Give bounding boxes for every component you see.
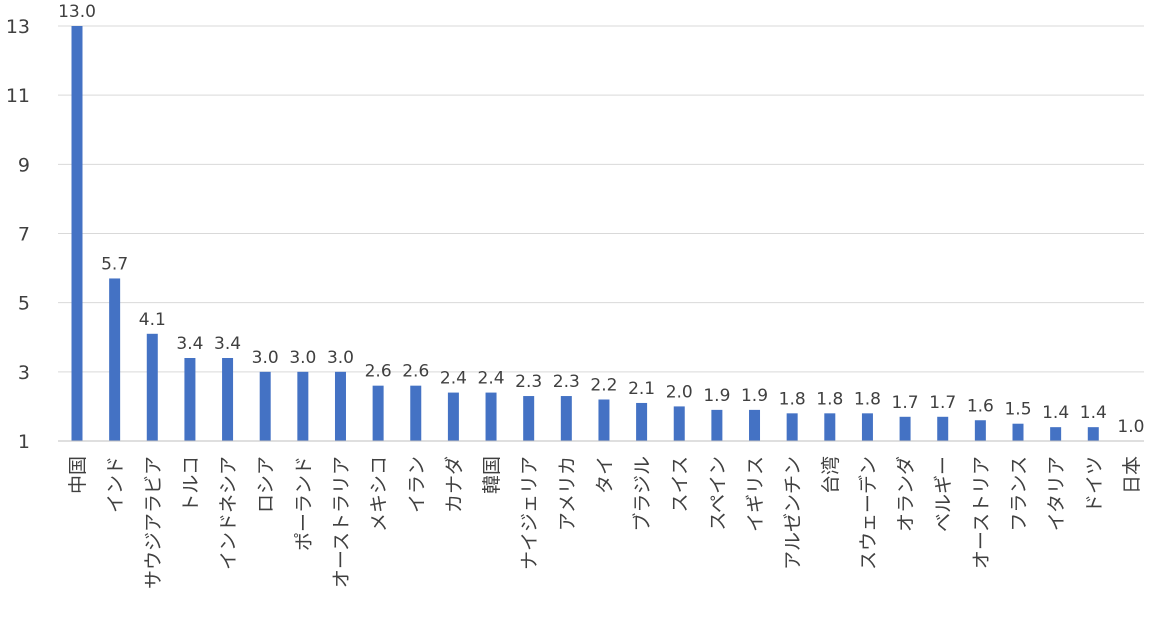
bar [523,396,535,441]
x-tick-label: アメリカ [556,456,578,531]
bar [485,392,497,441]
bar [560,396,572,441]
data-label: 3.0 [289,348,316,368]
bar [334,371,346,441]
bar [297,371,309,441]
x-tick-label: オーストリア [970,456,992,569]
data-label: 1.8 [854,389,881,409]
bar [824,413,836,441]
data-label: 1.4 [1080,403,1107,423]
y-tick-label: 3 [18,362,30,384]
x-tick-label: カナダ [443,456,465,513]
bar [673,406,685,441]
data-label: 2.6 [402,362,429,382]
data-label: 4.1 [139,310,166,330]
x-tick-label: ドイツ [1083,456,1105,513]
bar [937,416,949,441]
x-tick-label: スイス [669,456,691,512]
bar [222,358,234,441]
bar [749,409,761,441]
x-tick-label: イギリス [745,456,767,532]
data-label: 1.6 [967,396,994,416]
bar [109,278,121,441]
data-label: 2.1 [628,379,655,399]
bar [1087,427,1099,441]
x-tick-label: イラン [406,456,428,513]
x-tick-label: ロシア [255,456,277,513]
x-tick-label: ブラジル [631,456,654,532]
x-tick-label: スペイン [707,456,729,531]
bar [71,26,83,441]
x-tick-label: 韓国 [481,456,503,494]
data-label: 2.4 [478,369,505,389]
x-tick-label: ポーランド [293,456,315,551]
x-tick-label: 日本 [1121,456,1143,494]
y-tick-label: 13 [6,16,30,38]
y-tick-label: 7 [18,224,30,246]
bar [410,385,422,441]
data-label: 13.0 [58,2,96,22]
data-label: 1.9 [703,386,730,406]
x-tick-label: ベルギー [933,456,955,532]
x-tick-label: トルコ [180,456,202,513]
y-tick-label: 1 [18,431,30,453]
data-label: 1.8 [779,389,806,409]
data-label: 1.7 [929,393,956,413]
bar [372,385,384,441]
bar [974,420,986,441]
bar [636,402,648,441]
data-label: 2.3 [553,372,580,392]
y-tick-label: 5 [18,293,30,315]
bar [899,416,911,441]
data-label: 3.4 [176,334,203,354]
bars [71,26,1099,441]
y-tick-label: 11 [6,85,30,107]
data-label: 2.3 [515,372,542,392]
x-tick-label: オーストラリア [330,456,352,588]
bar [786,413,798,441]
data-label: 3.0 [252,348,279,368]
data-label: 1.0 [1117,417,1144,437]
data-label: 2.0 [666,382,693,402]
x-axis-ticks: 中国 インド サウジアラビア トルコ インドネシア ロシア ポーランド オーストラリア メキシコ… [67,456,1143,589]
x-tick-label: イタリア [1046,456,1068,531]
data-label: 2.4 [440,369,467,389]
bar [1050,427,1062,441]
bar [184,358,196,441]
grid-lines [58,25,1144,373]
bar [861,413,873,441]
x-tick-label: 中国 [67,456,89,494]
x-tick-label: フランス [1008,456,1030,532]
bar [259,371,271,441]
bar [146,333,158,441]
x-tick-label: サウジアラビア [142,456,164,589]
data-label: 1.9 [741,386,768,406]
x-tick-label: 台湾 [820,456,842,494]
data-labels: 13.0 5.7 4.1 3.4 3.4 3.0 3.0 3.0 2.6 2.6 2.4 2.4 2.3… [58,2,1144,437]
data-label: 1.8 [816,389,843,409]
data-label: 1.5 [1004,400,1031,420]
bar [1012,423,1024,441]
bar [447,392,459,441]
x-tick-label: アルゼンチン [782,456,804,570]
x-tick-label: ナイジェリア [519,456,541,570]
data-label: 3.4 [214,334,241,354]
data-label: 1.7 [892,393,919,413]
data-label: 2.6 [365,362,392,382]
data-label: 3.0 [327,348,354,368]
data-label: 1.4 [1042,403,1069,423]
x-tick-label: スウェーデン [857,456,879,570]
x-tick-label: インドネシア [218,456,240,570]
x-tick-label: タイ [594,456,616,494]
x-tick-label: メキシコ [368,456,390,532]
x-tick-label: インド [105,456,127,513]
bar [598,399,610,441]
data-label: 5.7 [101,254,128,274]
data-label: 2.2 [590,376,617,396]
x-tick-label: オランダ [895,456,917,532]
bar [711,409,723,441]
y-tick-label: 9 [18,154,30,176]
